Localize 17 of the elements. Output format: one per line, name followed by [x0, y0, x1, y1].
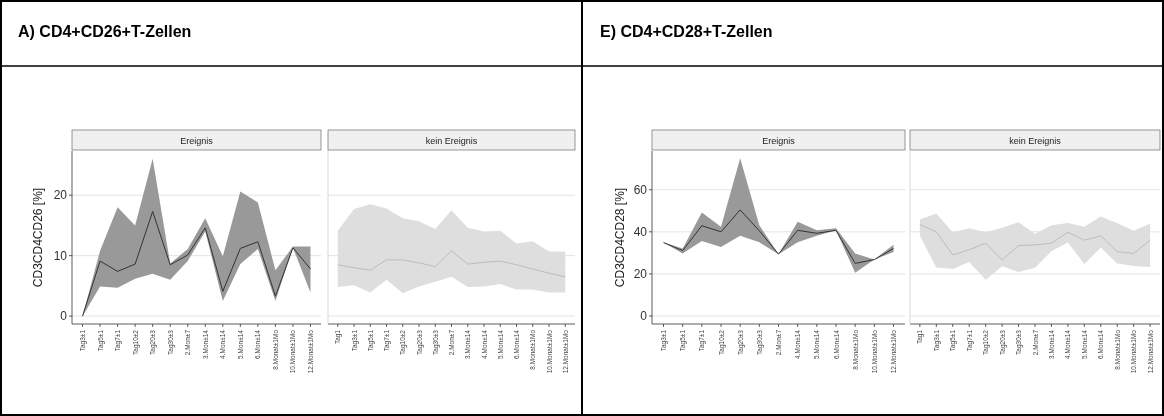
chart-title: A) CD4+CD26+T-Zellen — [18, 23, 192, 40]
y-tick-label: 40 — [633, 225, 648, 240]
y-tick-label: 10 — [53, 248, 68, 263]
line-series — [82, 210, 311, 317]
y-tick-label: 20 — [633, 267, 648, 282]
y-axis-title: CD3CD4CD28 [%] — [613, 187, 627, 288]
chart-subtitle: Ereignis — [762, 136, 796, 146]
chart-subtitle: Ereignis — [180, 136, 214, 146]
chart-subtitle: kein Ereignis — [425, 136, 478, 146]
y-tick-label: 0 — [640, 309, 648, 324]
y-tick-label: 20 — [53, 188, 68, 203]
y-axis-title: CD3CD4CD26 [%] — [31, 187, 45, 288]
y-tick-label: 0 — [60, 309, 68, 324]
line-series — [663, 209, 894, 264]
chart-subtitle: kein Ereignis — [1009, 136, 1062, 146]
chart-title: E) CD4+CD28+T-Zellen — [600, 23, 773, 40]
y-tick-label: 60 — [633, 182, 648, 197]
